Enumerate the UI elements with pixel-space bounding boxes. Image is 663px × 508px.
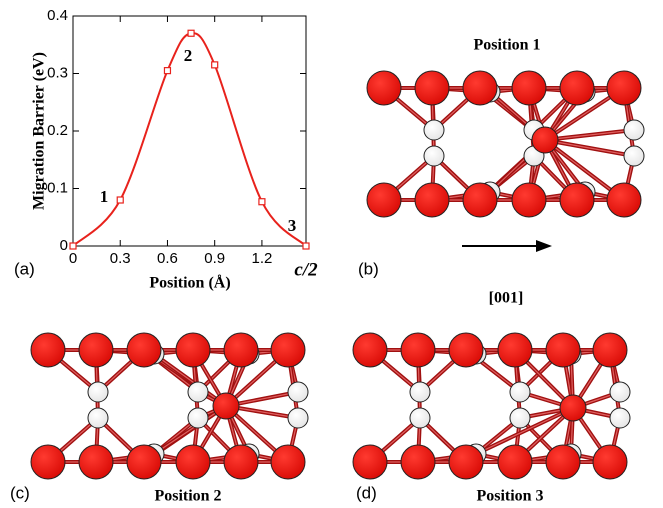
- atom-small: [510, 408, 530, 428]
- atom-large: [415, 71, 449, 105]
- atom-large: [449, 333, 483, 367]
- structure: [353, 333, 630, 479]
- atom-large: [353, 333, 387, 367]
- x-tick-label: 0.3: [110, 250, 131, 267]
- atom-large: [415, 183, 449, 217]
- atom-small: [188, 382, 208, 402]
- atom-large: [463, 71, 497, 105]
- atom-small: [610, 408, 630, 428]
- position-title: Position 2: [154, 488, 221, 505]
- atom-large: [463, 183, 497, 217]
- curve: [73, 33, 306, 246]
- atom-small: [610, 382, 630, 402]
- position-title: Position 1: [473, 37, 540, 54]
- atom-large: [498, 445, 532, 479]
- atom-small: [88, 382, 108, 402]
- point-marker: [188, 30, 194, 36]
- atom-small: [88, 408, 108, 428]
- point-marker: [212, 62, 218, 68]
- atom-large: [512, 71, 546, 105]
- atom-small: [424, 120, 444, 140]
- atom-large: [607, 183, 641, 217]
- point-annotation: 3: [288, 216, 297, 235]
- atom-large: [560, 183, 594, 217]
- atom-small: [410, 382, 430, 402]
- point-marker: [303, 243, 309, 249]
- y-tick-label: 0.1: [47, 179, 68, 196]
- atom-large: [271, 333, 305, 367]
- atom-large: [224, 333, 258, 367]
- y-tick-label: 0.3: [47, 64, 68, 81]
- atom-large: [31, 445, 65, 479]
- point-marker: [164, 68, 170, 74]
- y-tick-label: 0.4: [47, 7, 68, 24]
- atom-large: [353, 445, 387, 479]
- atom-small: [288, 408, 308, 428]
- atom-small: [624, 120, 644, 140]
- atom-large: [79, 445, 113, 479]
- atom-small: [410, 408, 430, 428]
- atom-interstitial: [532, 127, 558, 153]
- atom-large: [31, 333, 65, 367]
- panel-label: (d): [356, 483, 377, 502]
- atom-small: [188, 408, 208, 428]
- atom-large: [176, 333, 210, 367]
- atom-large: [127, 445, 161, 479]
- y-tick-label: 0.2: [47, 122, 68, 139]
- panel-label: (a): [14, 259, 35, 278]
- atom-large: [224, 445, 258, 479]
- atom-large: [271, 445, 305, 479]
- panel-label: (c): [10, 483, 30, 502]
- atom-large: [401, 333, 435, 367]
- atom-large: [498, 333, 532, 367]
- y-tick-label: 0: [60, 237, 68, 254]
- atom-small: [424, 146, 444, 166]
- point-marker: [70, 243, 76, 249]
- atom-large: [79, 333, 113, 367]
- atom-small: [624, 146, 644, 166]
- x-tick-label: c/2: [294, 259, 318, 280]
- atom-large: [367, 183, 401, 217]
- atom-small: [510, 382, 530, 402]
- direction-label: [001]: [489, 290, 524, 307]
- atom-large: [512, 183, 546, 217]
- atom-large: [367, 71, 401, 105]
- atom-large: [593, 445, 627, 479]
- structures: [31, 71, 644, 479]
- atom-large: [546, 445, 580, 479]
- point-annotation: 1: [100, 187, 109, 206]
- y-axis-label: Migration Barrier (eV): [31, 52, 48, 210]
- atom-large: [176, 445, 210, 479]
- point-marker: [117, 197, 123, 203]
- arrow-head: [536, 240, 552, 252]
- structure: [367, 71, 644, 217]
- x-tick-label: 0.6: [157, 250, 178, 267]
- atom-large: [449, 445, 483, 479]
- atom-large: [401, 445, 435, 479]
- x-tick-label: 1.2: [251, 250, 272, 267]
- point-annotation: 2: [184, 46, 193, 65]
- structure: [31, 333, 308, 479]
- figure: Migration Barrier (eV) Position (Å) (a) …: [0, 0, 663, 508]
- position-title: Position 3: [476, 488, 543, 505]
- atom-interstitial: [560, 395, 586, 421]
- chart: 0 0.1 0.2 0.3 0.4 0 0.3 0.6 0.9 1.2 c/2 1 2 3: [47, 7, 318, 280]
- x-tick-label: 0.9: [204, 250, 225, 267]
- x-tick-label: 0: [69, 250, 77, 267]
- atom-interstitial: [213, 393, 239, 419]
- atom-large: [560, 71, 594, 105]
- atom-large: [546, 333, 580, 367]
- point-marker: [259, 199, 265, 205]
- atom-small: [288, 382, 308, 402]
- atom-large: [127, 333, 161, 367]
- panel-label: (b): [358, 259, 379, 278]
- atom-large: [607, 71, 641, 105]
- x-axis-label: Position (Å): [149, 274, 230, 292]
- atom-large: [593, 333, 627, 367]
